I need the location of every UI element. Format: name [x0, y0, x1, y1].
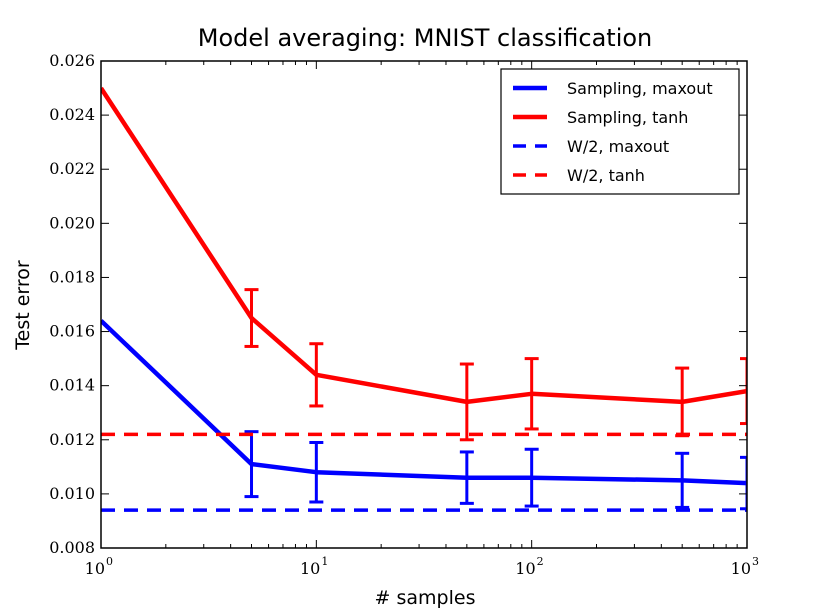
plot-frame	[100, 60, 748, 549]
error-bar-sampling-maxout	[244, 430, 259, 499]
legend: Sampling, maxout Sampling, tanh W/2, maxou…	[500, 68, 740, 195]
error-bar-sampling-maxout	[524, 447, 539, 508]
error-bar-sampling-maxout	[740, 455, 747, 511]
x-tick-label: 10 2	[515, 555, 543, 578]
legend-entry: W/2, tanh	[513, 166, 645, 185]
y-axis-label: Test error	[12, 260, 34, 351]
legend-entry: W/2, maxout	[513, 137, 669, 156]
error-bar-sampling-tanh	[244, 288, 259, 348]
axis-ticks: 0.008 0.010 0.012 0.014 0.016 0.018 0.020 0.022…	[49, 51, 759, 578]
svg-text:10: 10	[300, 559, 320, 578]
svg-text:10: 10	[85, 559, 105, 578]
y-tick-label: 0.026	[49, 51, 95, 70]
y-tick-label: 0.024	[49, 105, 95, 124]
svg-text:0: 0	[106, 555, 113, 568]
svg-text:10: 10	[731, 559, 751, 578]
x-axis-label: # samples	[375, 587, 476, 609]
y-tick-label: 0.008	[49, 538, 95, 557]
legend-entry: Sampling, tanh	[513, 108, 688, 127]
y-tick-label: 0.010	[49, 484, 95, 503]
svg-text:W/2, maxout: W/2, maxout	[567, 137, 669, 156]
error-bar-sampling-tanh	[309, 342, 324, 408]
x-tick-label: 10 1	[300, 555, 328, 578]
y-tick-label: 0.012	[49, 430, 95, 449]
chart-title: Model averaging: MNIST classification	[198, 24, 653, 52]
y-tick-label: 0.018	[49, 267, 95, 286]
svg-text:1: 1	[321, 555, 328, 568]
svg-text:Sampling, tanh: Sampling, tanh	[567, 108, 688, 127]
plot-data	[101, 86, 747, 512]
y-tick-label: 0.014	[49, 376, 95, 395]
error-bar-sampling-tanh	[459, 362, 474, 442]
error-bar-sampling-tanh	[740, 357, 747, 426]
error-bar-sampling-maxout	[675, 451, 690, 509]
svg-text:W/2, tanh: W/2, tanh	[567, 166, 645, 185]
error-bar-sampling-tanh	[524, 357, 539, 431]
svg-text:3: 3	[752, 555, 759, 568]
x-tick-label: 10 0	[85, 555, 113, 578]
legend-entry: Sampling, maxout	[513, 79, 713, 98]
error-bar-sampling-maxout	[459, 450, 474, 505]
svg-text:Sampling, maxout: Sampling, maxout	[567, 79, 713, 98]
x-tick-label: 10 3	[731, 555, 759, 578]
svg-text:10: 10	[515, 559, 535, 578]
error-bar-sampling-maxout	[309, 440, 324, 504]
y-tick-label: 0.016	[49, 322, 95, 341]
y-tick-label: 0.022	[49, 159, 95, 178]
y-tick-label: 0.020	[49, 213, 95, 232]
svg-text:2: 2	[537, 555, 544, 568]
